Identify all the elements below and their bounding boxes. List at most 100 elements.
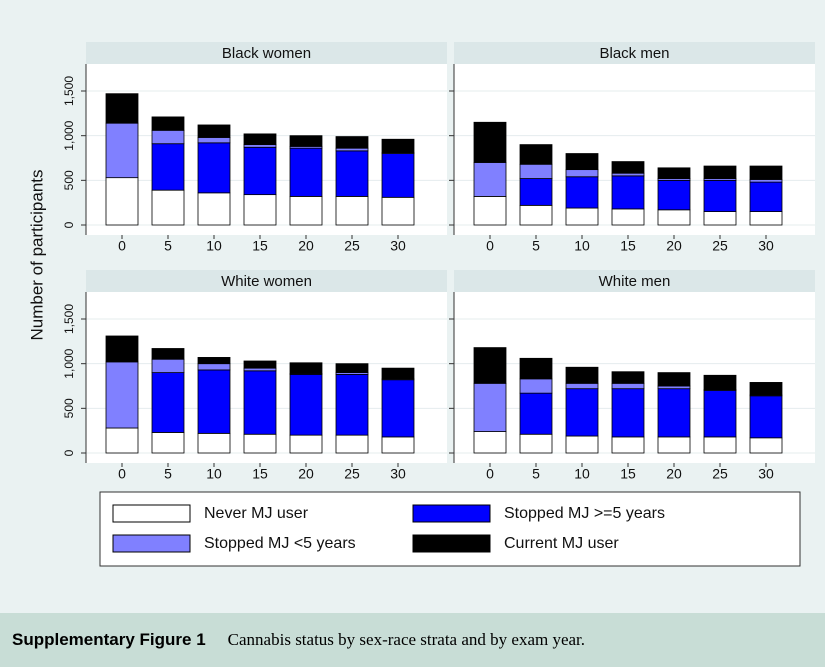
bar-segment xyxy=(473,196,507,226)
x-tick-label: 10 xyxy=(206,466,222,482)
bar-segment xyxy=(243,433,277,454)
bar-segment xyxy=(197,432,231,454)
x-tick-label: 0 xyxy=(486,238,494,254)
bar-segment xyxy=(657,388,691,438)
x-tick-label: 10 xyxy=(206,238,222,254)
caption-text: Cannabis status by sex-race strata and b… xyxy=(227,630,586,649)
strip xyxy=(86,270,447,292)
x-tick-label: 0 xyxy=(118,238,126,254)
y-axis-label: Number of participants xyxy=(27,169,46,340)
bar-segment xyxy=(335,147,369,152)
bar-segment xyxy=(611,371,645,384)
y-tick-label: 1,500 xyxy=(62,304,76,334)
bar-segment xyxy=(473,347,507,384)
bar-segment xyxy=(289,373,323,436)
x-tick-label: 10 xyxy=(574,238,590,254)
x-tick-label: 25 xyxy=(344,466,360,482)
bar-segment xyxy=(565,366,599,384)
x-tick-label: 15 xyxy=(252,466,268,482)
y-tick-label: 1,500 xyxy=(62,76,76,106)
bar-segment xyxy=(749,181,783,213)
bar-segment xyxy=(335,150,369,197)
bar-segment xyxy=(657,167,691,179)
x-tick-label: 15 xyxy=(620,238,636,254)
bar-segment xyxy=(151,129,185,145)
x-tick-label: 30 xyxy=(390,238,406,254)
y-tick-label: 1,000 xyxy=(62,120,76,150)
bar-segment xyxy=(473,431,507,454)
bar-segment xyxy=(565,169,599,178)
bar-segment xyxy=(289,147,323,197)
bar-segment xyxy=(611,388,645,438)
x-tick-label: 20 xyxy=(298,238,314,254)
bar-segment xyxy=(565,153,599,171)
bar-segment xyxy=(519,433,553,454)
bar-segment xyxy=(381,196,415,226)
legend-label: Stopped MJ >=5 years xyxy=(504,505,665,522)
panel-title: Black women xyxy=(222,45,311,62)
panel-title: White men xyxy=(599,273,671,290)
panel-title: Black men xyxy=(599,45,669,62)
strip xyxy=(86,42,447,64)
caption-label: Supplementary Figure 1 xyxy=(12,630,206,649)
x-tick-label: 10 xyxy=(574,466,590,482)
bar-segment xyxy=(703,165,737,179)
bar-segment xyxy=(473,162,507,197)
bar-segment xyxy=(243,194,277,226)
bar-segment xyxy=(657,179,691,211)
y-tick-label: 0 xyxy=(62,449,76,456)
bar-segment xyxy=(243,133,277,146)
panel-title: White women xyxy=(221,273,312,290)
bar-segment xyxy=(197,369,231,434)
bar-segment xyxy=(105,361,139,429)
x-tick-label: 30 xyxy=(390,466,406,482)
bar-segment xyxy=(381,436,415,454)
bar-segment xyxy=(289,434,323,454)
bar-segment xyxy=(151,358,185,374)
x-tick-label: 5 xyxy=(532,466,540,482)
bar-segment xyxy=(151,189,185,226)
y-tick-label: 500 xyxy=(62,398,76,418)
bar-segment xyxy=(611,172,645,177)
x-tick-label: 15 xyxy=(252,238,268,254)
bar-segment xyxy=(657,436,691,454)
strip xyxy=(454,42,815,64)
x-tick-label: 25 xyxy=(344,238,360,254)
bar-segment xyxy=(105,177,139,226)
x-tick-label: 15 xyxy=(620,466,636,482)
y-tick-label: 0 xyxy=(62,221,76,228)
bar-segment xyxy=(473,382,507,432)
bar-segment xyxy=(519,204,553,226)
x-tick-label: 5 xyxy=(532,238,540,254)
x-tick-label: 30 xyxy=(758,238,774,254)
bar-segment xyxy=(657,385,691,390)
bar-segment xyxy=(519,144,553,165)
bar-segment xyxy=(565,435,599,454)
bar-segment xyxy=(749,437,783,454)
bar-segment xyxy=(151,143,185,191)
figure: Number of participants Black women05001,… xyxy=(27,42,815,567)
bar-segment xyxy=(565,207,599,226)
bar-segment xyxy=(381,379,415,438)
bar-segment xyxy=(473,121,507,163)
y-tick-label: 1,000 xyxy=(62,348,76,378)
bar-segment xyxy=(243,360,277,369)
bar-segment xyxy=(657,209,691,226)
legend-label: Never MJ user xyxy=(204,505,309,522)
bar-segment xyxy=(611,382,645,390)
bar-segment xyxy=(749,211,783,226)
bar-segment xyxy=(197,363,231,371)
caption: Supplementary Figure 1 Cannabis status b… xyxy=(0,613,825,667)
bar-segment xyxy=(105,122,139,179)
bar-segment xyxy=(335,373,369,436)
bar-segment xyxy=(749,382,783,396)
legend-swatch xyxy=(112,504,191,523)
bar-segment xyxy=(519,357,553,380)
bar-segment xyxy=(611,436,645,454)
strip xyxy=(454,270,815,292)
bar-segment xyxy=(749,395,783,439)
bar-segment xyxy=(703,374,737,390)
bar-segment xyxy=(243,146,277,196)
y-tick-label: 500 xyxy=(62,170,76,190)
